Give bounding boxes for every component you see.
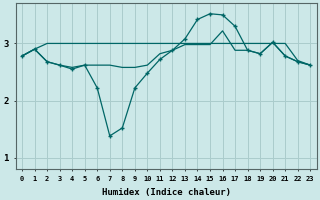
X-axis label: Humidex (Indice chaleur): Humidex (Indice chaleur) — [102, 188, 231, 197]
